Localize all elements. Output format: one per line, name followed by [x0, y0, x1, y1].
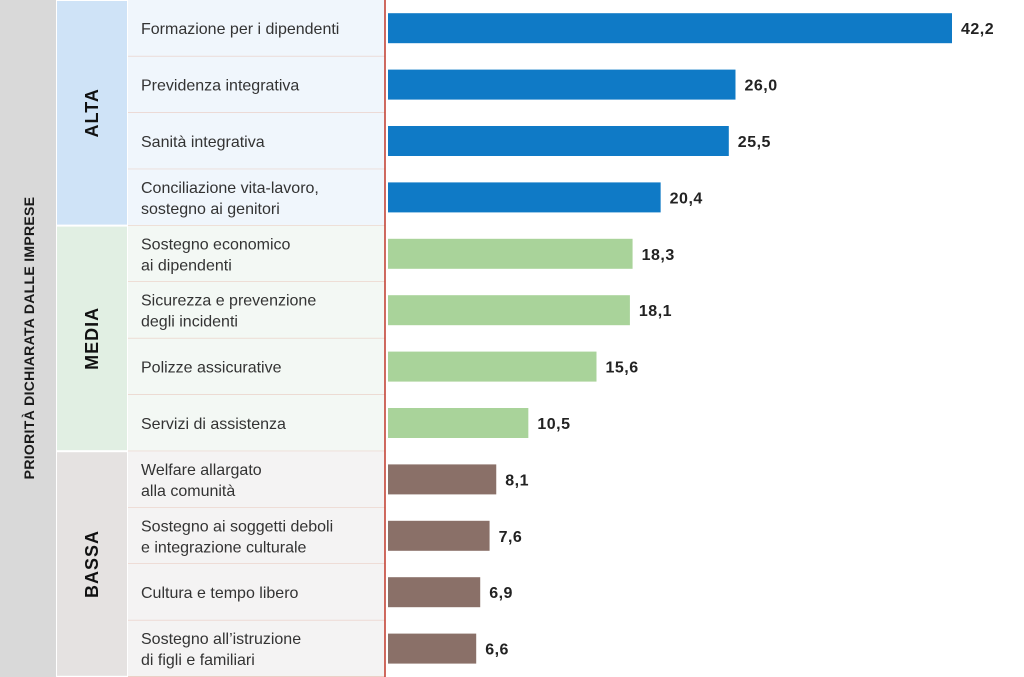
category-label: Polizze assicurative	[141, 360, 282, 377]
bar	[388, 464, 497, 495]
category-row	[128, 394, 385, 452]
left-axis-strip	[0, 0, 56, 677]
category-label: Sostegno all’istruzione di figli e famili…	[141, 631, 301, 669]
value-label: 25,5	[738, 134, 771, 151]
category-row	[128, 282, 385, 339]
category-row	[128, 451, 385, 508]
value-label: 20,4	[670, 190, 703, 207]
category-row	[128, 338, 385, 395]
category-row	[128, 112, 385, 170]
category-label: Cultura e tempo libero	[141, 585, 299, 602]
group-band	[57, 226, 127, 451]
group-band	[57, 452, 127, 676]
category-label: Sicurezza e prevenzione degli incidenti	[141, 293, 316, 331]
value-label: 8,1	[505, 472, 529, 489]
value-label: 18,3	[642, 247, 675, 264]
category-row	[128, 225, 385, 282]
bar	[388, 295, 630, 326]
group-label: BASSA	[82, 530, 102, 598]
category-label: Servizi di assistenza	[141, 416, 286, 433]
category-label: Sostegno economico ai dipendenti	[141, 236, 291, 274]
category-row	[128, 169, 385, 226]
bar	[388, 238, 633, 269]
value-label: 18,1	[639, 303, 672, 320]
bar	[388, 351, 597, 382]
category-row	[128, 0, 385, 57]
category-label: Welfare allargato alla comunità	[141, 462, 262, 500]
category-row	[128, 564, 385, 621]
group-band	[57, 1, 127, 225]
category-label: Formazione per i dipendenti	[141, 21, 339, 38]
category-label: Conciliazione vita-lavoro, sostegno ai ge…	[141, 180, 319, 218]
bar	[388, 520, 490, 551]
value-label: 10,5	[537, 416, 570, 433]
value-label: 6,6	[485, 642, 509, 659]
bar	[388, 633, 477, 664]
category-row	[128, 620, 385, 677]
bar	[388, 13, 952, 44]
bar	[388, 69, 736, 100]
bar	[388, 408, 529, 438]
group-label: MEDIA	[82, 307, 102, 370]
group-label: ALTA	[82, 88, 102, 137]
axis-title: PRIORITÀ DICHIARATA DALLE IMPRESE	[21, 197, 37, 480]
value-label: 6,9	[489, 585, 513, 602]
category-row	[128, 56, 385, 113]
bar	[388, 182, 661, 213]
bar	[388, 577, 481, 608]
value-label: 42,2	[961, 21, 994, 38]
category-label: Sostegno ai soggetti deboli e integrazion…	[141, 518, 333, 556]
value-label: 7,6	[499, 529, 523, 546]
category-label: Sanità integrativa	[141, 134, 265, 151]
category-label: Previdenza integrativa	[141, 78, 299, 95]
value-label: 15,6	[605, 360, 638, 377]
bar	[388, 126, 729, 156]
category-row	[128, 507, 385, 564]
value-label: 26,0	[744, 78, 777, 95]
